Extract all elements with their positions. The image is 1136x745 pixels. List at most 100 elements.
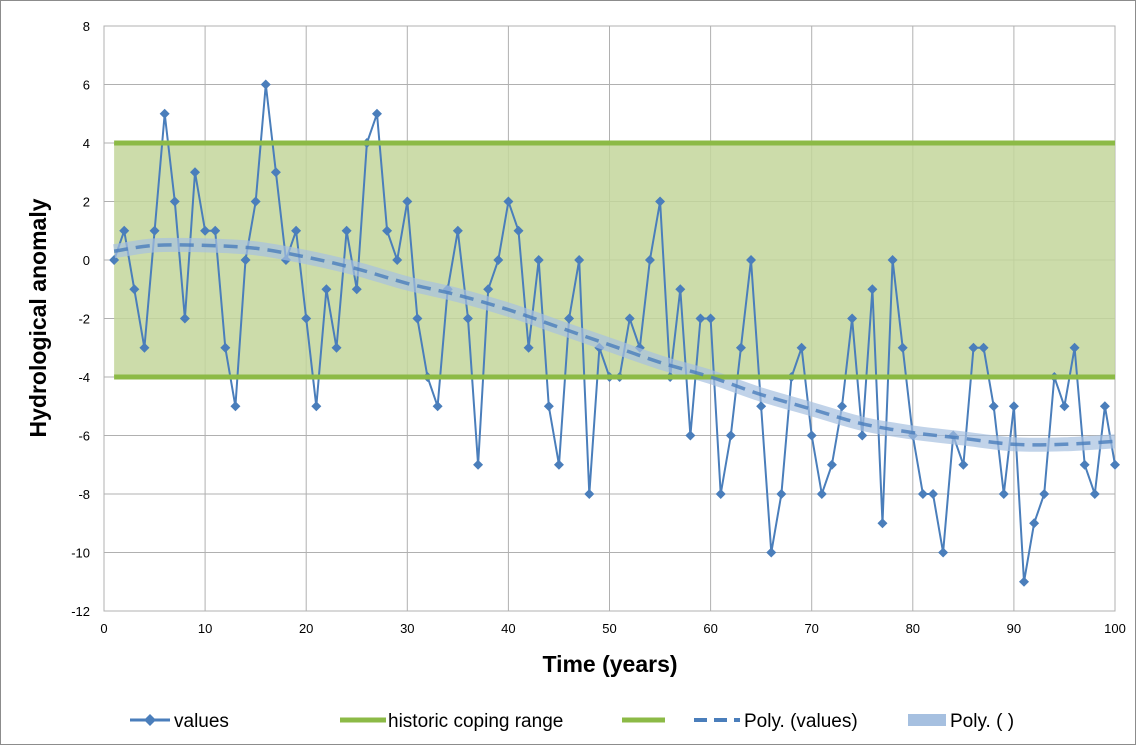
values-point xyxy=(624,313,635,324)
values-point xyxy=(230,401,241,412)
values-point xyxy=(149,225,160,236)
values-point xyxy=(270,167,281,178)
y-tick-label: -12 xyxy=(71,604,90,619)
values-point xyxy=(685,430,696,441)
values-point xyxy=(806,430,817,441)
x-tick-label: 90 xyxy=(1007,621,1021,636)
values-point xyxy=(462,313,473,324)
values-point xyxy=(746,255,757,265)
values-point xyxy=(826,459,837,470)
y-tick-label: -2 xyxy=(78,312,90,327)
values-point xyxy=(1069,342,1080,353)
x-tick-label: 80 xyxy=(906,621,920,636)
values-point xyxy=(695,313,706,324)
legend-label-poly-band: Poly. ( ) xyxy=(950,711,1014,732)
y-tick-label: -10 xyxy=(71,546,90,561)
y-tick-label: -8 xyxy=(78,487,90,502)
x-tick-label: 70 xyxy=(804,621,818,636)
values-point xyxy=(655,196,666,207)
x-tick-label: 0 xyxy=(100,621,107,636)
values-point xyxy=(574,255,585,265)
values-point xyxy=(533,255,544,265)
values-point xyxy=(179,313,190,324)
values-point xyxy=(584,489,595,499)
coping-range xyxy=(114,143,1116,377)
values-point xyxy=(887,255,898,265)
y-tick-label: 4 xyxy=(83,136,90,151)
y-tick-label: -4 xyxy=(78,370,90,385)
y-tick-label: 2 xyxy=(83,195,90,210)
values-point xyxy=(1110,459,1120,470)
values-point xyxy=(301,313,312,324)
values-point xyxy=(705,313,716,324)
values-point xyxy=(169,196,180,207)
values-point xyxy=(968,342,979,353)
y-tick-label: 0 xyxy=(83,253,90,268)
y-tick-label: 8 xyxy=(83,19,90,34)
values-point xyxy=(847,313,858,324)
values-point xyxy=(200,225,211,236)
values-point xyxy=(1099,401,1110,412)
values-point xyxy=(1079,459,1090,470)
x-tick-label: 60 xyxy=(703,621,717,636)
values-point xyxy=(129,284,140,295)
values-point xyxy=(1059,401,1070,412)
values-point xyxy=(1089,489,1100,499)
legend-item-poly-band: Poly. ( ) xyxy=(908,711,1014,732)
y-tick-labels: -12 -10 -8 -6 -4 -2 0 2 4 6 8 xyxy=(71,19,90,619)
values-point xyxy=(220,342,231,353)
values-point xyxy=(382,225,393,236)
values-point xyxy=(159,108,170,119)
values-point xyxy=(392,255,403,265)
values-point xyxy=(331,342,342,353)
values-point xyxy=(412,313,423,324)
values-point xyxy=(766,547,777,558)
values-point xyxy=(928,489,939,499)
values-point xyxy=(260,79,271,90)
values-point xyxy=(371,108,382,119)
values-point xyxy=(877,518,888,529)
values-point xyxy=(796,342,807,353)
values-point xyxy=(240,255,251,265)
values-point xyxy=(452,225,463,236)
x-tick-label: 10 xyxy=(198,621,212,636)
plot-area xyxy=(109,79,1120,587)
values-point xyxy=(938,547,949,558)
x-tick-label: 30 xyxy=(400,621,414,636)
legend: values historic coping range Poly. (valu… xyxy=(130,711,1014,732)
values-point xyxy=(988,401,999,412)
x-tick-labels: 0 10 20 30 40 50 60 70 80 90 100 xyxy=(100,621,1125,636)
legend-diamond-marker xyxy=(144,714,156,726)
values-point xyxy=(978,342,989,353)
values-point xyxy=(1029,518,1040,529)
coping-range-fill xyxy=(114,143,1116,377)
values-point xyxy=(958,459,969,470)
values-point xyxy=(432,401,443,412)
values-point xyxy=(402,196,413,207)
legend-label-coping-range: historic coping range xyxy=(388,711,563,732)
legend-label-values: values xyxy=(174,711,229,732)
values-point xyxy=(543,401,554,412)
values-point xyxy=(119,225,130,236)
values-point xyxy=(857,430,868,441)
x-axis-title: Time (years) xyxy=(542,651,677,677)
values-point xyxy=(493,255,504,265)
values-point xyxy=(291,225,302,236)
y-tick-label: 6 xyxy=(83,78,90,93)
y-tick-label: -6 xyxy=(78,429,90,444)
values-point xyxy=(675,284,686,295)
values-point xyxy=(735,342,746,353)
values-point xyxy=(756,401,767,412)
values-point xyxy=(523,342,534,353)
x-tick-label: 40 xyxy=(501,621,515,636)
values-point xyxy=(1039,489,1050,499)
x-tick-label: 100 xyxy=(1104,621,1126,636)
values-point xyxy=(321,284,332,295)
values-point xyxy=(513,225,524,236)
values-point xyxy=(867,284,878,295)
values-point xyxy=(998,489,1009,499)
values-point xyxy=(503,196,514,207)
values-point xyxy=(341,225,352,236)
values-point xyxy=(917,489,928,499)
